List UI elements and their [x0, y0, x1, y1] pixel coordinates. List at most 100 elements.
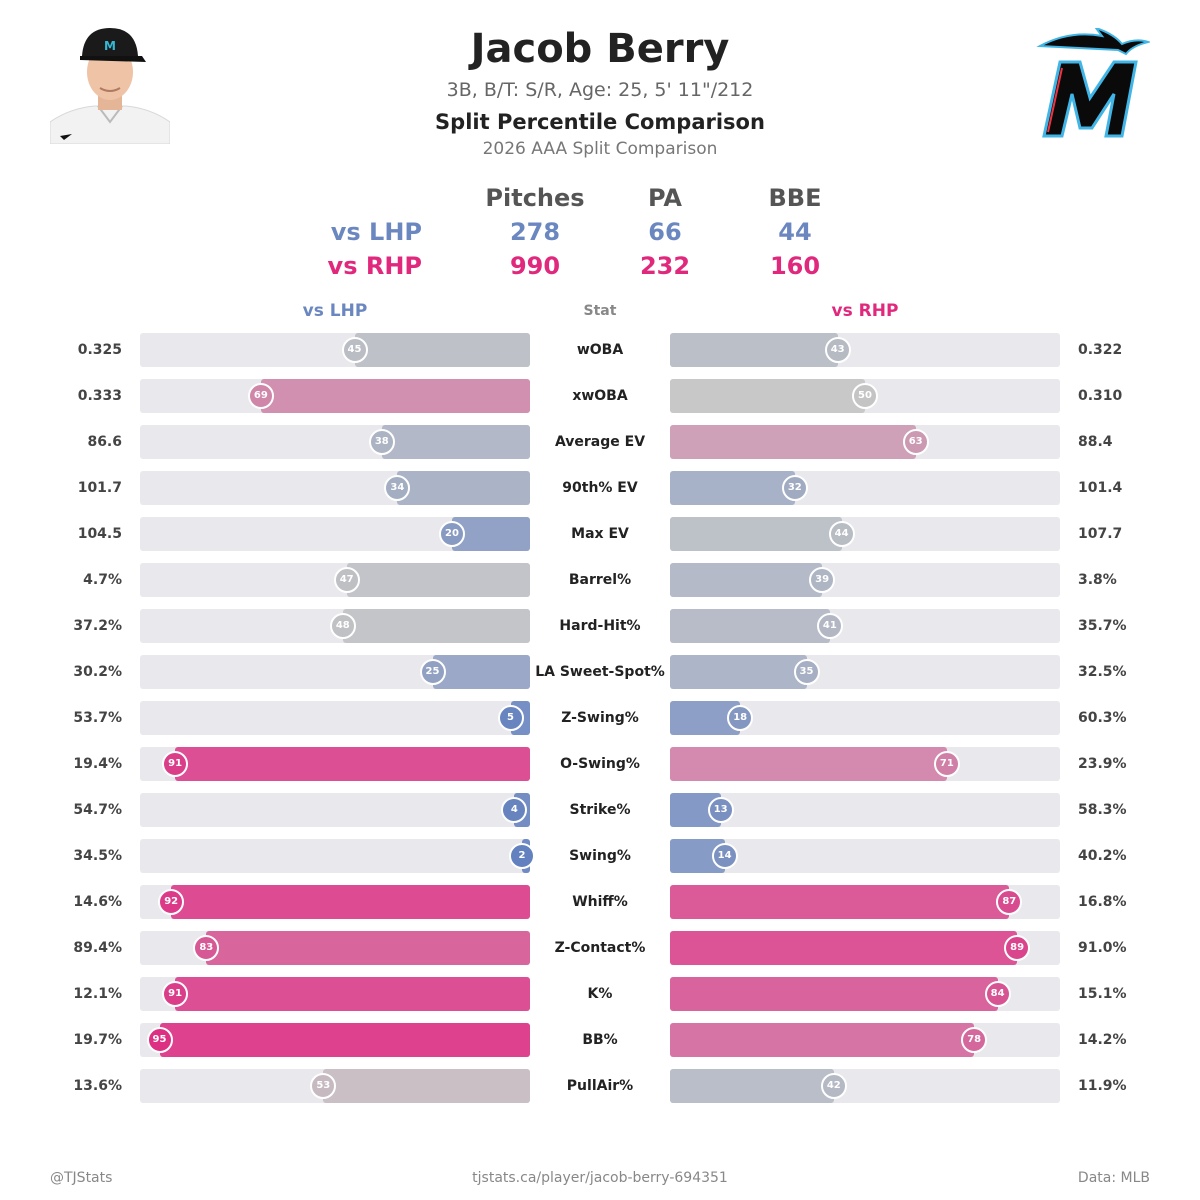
stat-row: 86.6 38 Average EV 63 88.4: [0, 425, 1200, 459]
lhp-percentile-bubble: 47: [333, 567, 360, 593]
stat-label: Z-Swing%: [561, 710, 639, 726]
rhp-value: 32.5%: [1078, 664, 1127, 680]
rhp-percentile-bubble: 35: [793, 659, 820, 685]
lhp-track: 34: [140, 471, 530, 505]
summary-lhp-pa: 66: [648, 218, 682, 246]
rhp-track: 32: [670, 471, 1060, 505]
lhp-track: 83: [140, 931, 530, 965]
rhp-percentile-bubble: 41: [816, 613, 843, 639]
rhp-bar: [670, 977, 998, 1011]
rhp-track: 14: [670, 839, 1060, 873]
rhp-value: 107.7: [1078, 526, 1123, 542]
rhp-bar: [670, 517, 842, 551]
svg-text:M: M: [104, 39, 116, 53]
footer-source: Data: MLB: [1077, 1170, 1150, 1186]
stat-row: 37.2% 48 Hard-Hit% 41 35.7%: [0, 609, 1200, 643]
footer-url: tjstats.ca/player/jacob-berry-694351: [472, 1170, 728, 1186]
rhp-track: 87: [670, 885, 1060, 919]
rhp-percentile-bubble: 42: [820, 1073, 847, 1099]
stat-row: 54.7% 4 Strike% 13 58.3%: [0, 793, 1200, 827]
stat-label: LA Sweet-Spot%: [535, 664, 665, 680]
rhp-bar: [670, 747, 947, 781]
player-name: Jacob Berry: [470, 26, 730, 72]
rhp-bar: [670, 425, 916, 459]
stat-label: Barrel%: [568, 572, 632, 588]
rhp-percentile-bubble: 71: [933, 751, 960, 777]
stat-row: 0.325 45 wOBA 43 0.322: [0, 333, 1200, 367]
rhp-value: 3.8%: [1078, 572, 1117, 588]
stat-row: 30.2% 25 LA Sweet-Spot% 35 32.5%: [0, 655, 1200, 689]
team-logo: [1030, 26, 1152, 143]
rhp-track: 44: [670, 517, 1060, 551]
player-headshot: M: [50, 22, 170, 144]
stat-label: Strike%: [569, 802, 631, 818]
lhp-percentile-bubble: 2: [509, 843, 535, 869]
rhp-percentile-bubble: 32: [781, 475, 808, 501]
lhp-bar: [452, 517, 530, 551]
lhp-track: 53: [140, 1069, 530, 1103]
rhp-value: 60.3%: [1078, 710, 1127, 726]
stat-label: Hard-Hit%: [559, 618, 641, 634]
lhp-value: 12.1%: [73, 986, 122, 1002]
rhp-bar: [670, 1069, 834, 1103]
lhp-percentile-bubble: 83: [193, 935, 220, 961]
rhp-value: 0.310: [1078, 388, 1123, 404]
rhp-percentile-bubble: 50: [852, 383, 878, 409]
chart-subheading: 2026 AAA Split Comparison: [482, 139, 718, 159]
rhp-bar: [670, 379, 865, 413]
column-header-lhp: vs LHP: [302, 301, 368, 321]
lhp-value: 4.7%: [83, 572, 122, 588]
lhp-percentile-bubble: 45: [341, 337, 368, 363]
summary-header-bbe: BBE: [768, 184, 822, 212]
stat-label: PullAir%: [566, 1078, 634, 1094]
summary-rhp-pa: 232: [639, 252, 691, 280]
lhp-bar: [260, 379, 530, 413]
rhp-value: 14.2%: [1078, 1032, 1127, 1048]
lhp-value: 0.325: [77, 342, 122, 358]
lhp-percentile-bubble: 20: [439, 521, 465, 547]
rhp-value: 11.9%: [1078, 1078, 1127, 1094]
lhp-percentile-bubble: 53: [310, 1073, 337, 1099]
lhp-track: 91: [140, 747, 530, 781]
rhp-percentile-bubble: 78: [961, 1027, 988, 1053]
lhp-percentile-bubble: 91: [162, 751, 189, 777]
stat-label: Whiff%: [572, 894, 628, 910]
stat-row: 89.4% 83 Z-Contact% 89 91.0%: [0, 931, 1200, 965]
rhp-value: 35.7%: [1078, 618, 1127, 634]
lhp-value: 19.4%: [73, 756, 122, 772]
rhp-value: 58.3%: [1078, 802, 1127, 818]
lhp-percentile-bubble: 5: [497, 705, 524, 731]
rhp-bar: [670, 655, 807, 689]
rhp-value: 88.4: [1078, 434, 1113, 450]
summary-rhp-bbe: 160: [769, 252, 821, 280]
lhp-track: 38: [140, 425, 530, 459]
lhp-bar: [354, 333, 530, 367]
column-header-stat: Stat: [583, 303, 617, 319]
lhp-bar: [346, 563, 530, 597]
lhp-bar: [206, 931, 530, 965]
summary-header-pitches: Pitches: [485, 184, 585, 212]
rhp-value: 40.2%: [1078, 848, 1127, 864]
lhp-track: 5: [140, 701, 530, 735]
stat-label: BB%: [582, 1032, 618, 1048]
rhp-track: 42: [670, 1069, 1060, 1103]
lhp-percentile-bubble: 25: [419, 659, 446, 685]
lhp-percentile-bubble: 69: [247, 383, 274, 409]
lhp-track: 4: [140, 793, 530, 827]
lhp-bar: [175, 747, 530, 781]
lhp-track: 20: [140, 517, 530, 551]
summary-row-label-rhp: vs RHP: [327, 252, 422, 280]
rhp-value: 15.1%: [1078, 986, 1127, 1002]
stat-row: 12.1% 91 K% 84 15.1%: [0, 977, 1200, 1011]
rhp-percentile-bubble: 89: [1004, 935, 1031, 961]
rhp-track: 71: [670, 747, 1060, 781]
lhp-value: 89.4%: [73, 940, 122, 956]
lhp-bar: [323, 1069, 530, 1103]
rhp-track: 43: [670, 333, 1060, 367]
lhp-track: 91: [140, 977, 530, 1011]
lhp-value: 86.6: [87, 434, 122, 450]
lhp-percentile-bubble: 4: [501, 797, 528, 823]
lhp-track: 69: [140, 379, 530, 413]
stat-row: 34.5% 2 Swing% 14 40.2%: [0, 839, 1200, 873]
stat-label: wOBA: [576, 342, 624, 358]
